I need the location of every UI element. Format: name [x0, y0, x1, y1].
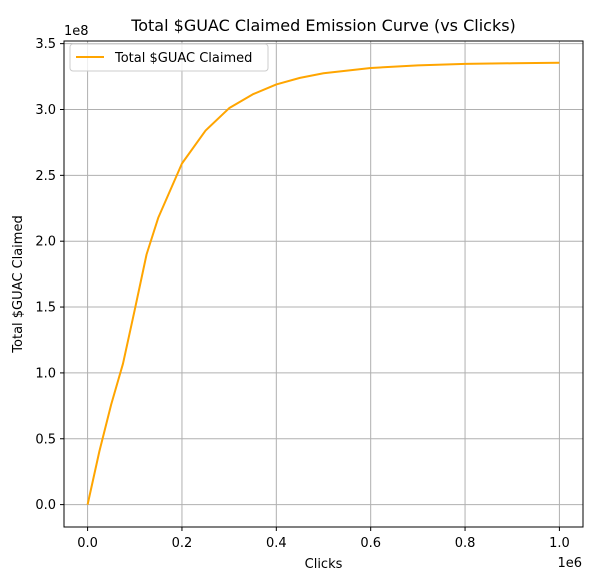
y-tick-label: 1.5 — [35, 301, 56, 316]
x-tick-label: 0.4 — [266, 536, 287, 551]
legend: Total $GUAC Claimed — [69, 43, 269, 72]
y-axis-ticks: 0.0 0.5 1.0 1.5 2.0 2.5 3.0 3.5 — [35, 37, 64, 513]
y-tick-label: 0.5 — [35, 432, 56, 447]
y-tick-label: 0.0 — [35, 498, 56, 513]
x-axis-offset-label: 1e6 — [557, 556, 582, 571]
y-tick-label: 3.0 — [35, 103, 56, 118]
legend-label-total-guac-claimed: Total $GUAC Claimed — [114, 51, 252, 66]
y-tick-label: 3.5 — [35, 37, 56, 52]
y-tick-label: 2.0 — [35, 235, 56, 250]
y-axis-label: Total $GUAC Claimed — [11, 215, 26, 353]
x-tick-label: 0.0 — [77, 536, 98, 551]
x-tick-label: 0.8 — [455, 536, 476, 551]
x-axis-label: Clicks — [305, 557, 343, 572]
x-axis-ticks: 0.0 0.2 0.4 0.6 0.8 1.0 — [77, 527, 570, 551]
x-tick-label: 1.0 — [549, 536, 570, 551]
chart-title: Total $GUAC Claimed Emission Curve (vs C… — [130, 16, 516, 35]
series-layer — [86, 61, 560, 505]
y-axis-offset-label: 1e8 — [64, 24, 89, 39]
plot-area-frame — [63, 40, 584, 528]
grid-lines — [64, 41, 583, 527]
x-tick-label: 0.2 — [172, 536, 193, 551]
x-tick-label: 0.6 — [360, 536, 381, 551]
y-tick-label: 2.5 — [35, 169, 56, 184]
y-tick-label: 1.0 — [35, 366, 56, 381]
series-line-total-guac-claimed — [86, 61, 560, 505]
legend-box — [69, 43, 269, 72]
